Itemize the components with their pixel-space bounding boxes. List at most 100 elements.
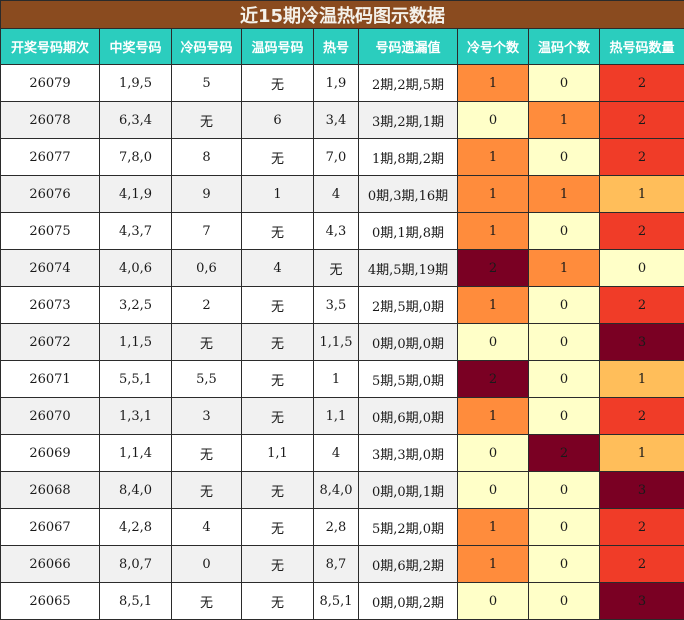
warm-count-cell: 0 [528,138,600,176]
winning-number-cell: 6,3,4 [99,101,172,139]
cold-count-cell: 0 [457,471,529,509]
winning-number-cell: 1,9,5 [99,64,172,102]
warm-number-cell: 无 [241,323,314,361]
hot-number-cell: 3,5 [313,286,359,324]
missing-value-cell: 5期,2期,0期 [358,508,458,546]
cold-count-cell: 1 [457,286,529,324]
warm-number-cell: 6 [241,101,314,139]
warm-count-cell: 0 [528,582,600,620]
hot-number-cell: 无 [313,249,359,287]
warm-count-cell: 0 [528,397,600,435]
missing-value-cell: 5期,5期,0期 [358,360,458,398]
table-row: 26076 4,1,9 9 1 4 0期,3期,16期 1 1 1 [0,175,684,213]
warm-number-cell: 无 [241,64,314,102]
table-row: 26065 8,5,1 无无 8,5,1 0期,0期,2期 0 0 3 [0,582,684,620]
hot-number-cell: 3,4 [313,101,359,139]
missing-value-cell: 0期,3期,16期 [358,175,458,213]
cold-number-cell: 无 [171,471,242,509]
period-cell: 26075 [0,212,100,250]
cold-count-cell: 1 [457,64,529,102]
cold-count-cell: 1 [457,508,529,546]
cold-number-cell: 5 [171,64,242,102]
table-body: 26079 1,9,5 5 无 1,9 2期,2期,5期 1 0 2 26078 6,3,4 无 6 3,… [0,64,684,620]
hot-count-cell: 0 [598,249,684,287]
hot-count-cell: 3 [598,323,684,361]
hot-number-cell: 8,4,0 [313,471,359,509]
hot-count-cell: 2 [598,64,684,102]
hot-count-cell: 2 [598,545,684,583]
cold-count-cell: 1 [457,397,529,435]
table-row: 26074 4,0,6 0,6 4 无 4期,5期,19期 2 1 0 [0,249,684,287]
header-row: 开奖号码期次 中奖号码 冷码号码 温码号码 热号 号码遗漏值 冷号个数 温码个数… [0,28,684,65]
hot-count-cell: 3 [598,582,684,620]
cold-count-cell: 1 [457,545,529,583]
warm-count-cell: 1 [528,175,600,213]
hot-count-cell: 1 [598,434,684,472]
hot-number-cell: 7,0 [313,138,359,176]
period-cell: 26069 [0,434,100,472]
warm-count-cell: 1 [528,101,600,139]
cold-number-cell: 无 [171,101,242,139]
header-warm-count: 温码个数 [528,28,600,65]
winning-number-cell: 4,0,6 [99,249,172,287]
missing-value-cell: 0期,6期,2期 [358,545,458,583]
period-cell: 26071 [0,360,100,398]
warm-number-cell: 无 [241,212,314,250]
period-cell: 26077 [0,138,100,176]
winning-number-cell: 3,2,5 [99,286,172,324]
cold-number-cell: 0,6 [171,249,242,287]
missing-value-cell: 0期,6期,0期 [358,397,458,435]
hot-number-cell: 4 [313,434,359,472]
warm-count-cell: 0 [528,545,600,583]
cold-number-cell: 3 [171,397,242,435]
table-row: 26068 8,4,0 无无 8,4,0 0期,0期,1期 0 0 3 [0,471,684,509]
warm-count-cell: 2 [528,434,600,472]
table-row: 26067 4,2,8 4 无 2,8 5期,2期,0期 1 0 2 [0,508,684,546]
cold-number-cell: 无 [171,582,242,620]
warm-count-cell: 0 [528,323,600,361]
period-cell: 26066 [0,545,100,583]
hot-count-cell: 1 [598,360,684,398]
cold-count-cell: 0 [457,434,529,472]
warm-number-cell: 无 [241,582,314,620]
missing-value-cell: 0期,1期,8期 [358,212,458,250]
warm-number-cell: 1 [241,175,314,213]
cold-count-cell: 0 [457,582,529,620]
header-period: 开奖号码期次 [0,28,100,65]
missing-value-cell: 3期,3期,0期 [358,434,458,472]
header-cold-number: 冷码号码 [171,28,242,65]
period-cell: 26074 [0,249,100,287]
table-row: 26073 3,2,5 2 无 3,5 2期,5期,0期 1 0 2 [0,286,684,324]
cold-count-cell: 1 [457,138,529,176]
table-row: 26079 1,9,5 5 无 1,9 2期,2期,5期 1 0 2 [0,64,684,102]
hot-count-cell: 2 [598,286,684,324]
period-cell: 26065 [0,582,100,620]
period-cell: 26072 [0,323,100,361]
warm-count-cell: 0 [528,471,600,509]
warm-count-cell: 0 [528,286,600,324]
missing-value-cell: 2期,2期,5期 [358,64,458,102]
header-winning-number: 中奖号码 [99,28,172,65]
cold-count-cell: 2 [457,249,529,287]
table-row: 26071 5,5,1 5,5 无 1 5期,5期,0期 2 0 1 [0,360,684,398]
missing-value-cell: 4期,5期,19期 [358,249,458,287]
hot-number-cell: 1,1,5 [313,323,359,361]
missing-value-cell: 0期,0期,2期 [358,582,458,620]
hot-number-cell: 2,8 [313,508,359,546]
missing-value-cell: 1期,8期,2期 [358,138,458,176]
winning-number-cell: 4,3,7 [99,212,172,250]
table-row: 26070 1,3,1 3 无 1,1 0期,6期,0期 1 0 2 [0,397,684,435]
winning-number-cell: 8,4,0 [99,471,172,509]
warm-count-cell: 0 [528,360,600,398]
period-cell: 26076 [0,175,100,213]
hot-count-cell: 2 [598,138,684,176]
table-row: 26072 1,1,5 无无 1,1,5 0期,0期,0期 0 0 3 [0,323,684,361]
missing-value-cell: 3期,2期,1期 [358,101,458,139]
table-row: 26077 7,8,0 8 无 7,0 1期,8期,2期 1 0 2 [0,138,684,176]
winning-number-cell: 8,0,7 [99,545,172,583]
winning-number-cell: 1,3,1 [99,397,172,435]
cold-count-cell: 0 [457,101,529,139]
winning-number-cell: 4,2,8 [99,508,172,546]
